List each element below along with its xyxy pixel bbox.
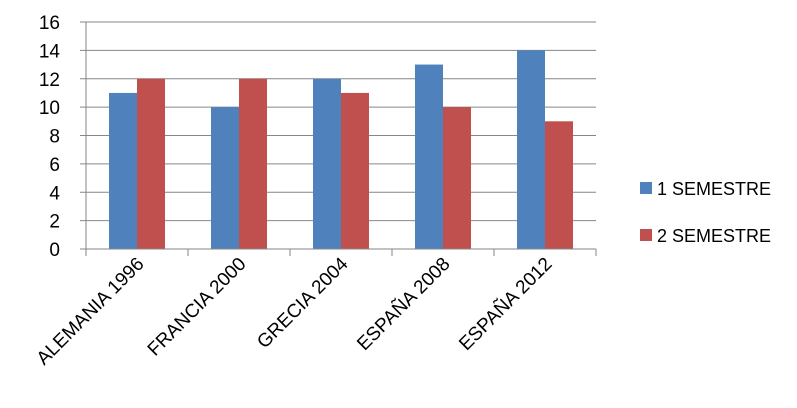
bars bbox=[109, 50, 573, 249]
y-tick-label: 4 bbox=[49, 183, 60, 204]
y-tick-label: 2 bbox=[49, 212, 60, 233]
y-tick-label: 0 bbox=[49, 240, 60, 261]
bar bbox=[517, 50, 545, 249]
y-tick-label: 6 bbox=[49, 155, 60, 176]
legend-swatch bbox=[640, 182, 652, 194]
bar bbox=[341, 92, 369, 249]
bar bbox=[415, 64, 443, 249]
x-tick-label: ALEMANIA 1996 bbox=[33, 254, 149, 370]
x-tick-label: ESPAÑA 2012 bbox=[455, 253, 557, 355]
bar bbox=[109, 92, 137, 249]
y-tick-label: 8 bbox=[49, 127, 60, 148]
bar bbox=[443, 107, 471, 249]
bar bbox=[211, 107, 239, 249]
x-tick-label: ESPAÑA 2008 bbox=[353, 253, 455, 355]
y-tick-label: 14 bbox=[39, 41, 61, 62]
y-tick-label: 10 bbox=[39, 98, 60, 119]
legend-swatch bbox=[640, 229, 652, 241]
y-tick-label: 12 bbox=[39, 70, 60, 91]
legend-label: 1 SEMESTRE bbox=[657, 179, 771, 199]
y-tick-label: 16 bbox=[39, 13, 60, 34]
bar bbox=[313, 78, 341, 249]
bar bbox=[545, 121, 573, 249]
x-tick-label: FRANCIA 2000 bbox=[144, 254, 251, 361]
bar bbox=[137, 78, 165, 249]
y-axis: 0 2 4 6 8 10 12 14 16 bbox=[39, 13, 87, 261]
bar bbox=[239, 78, 267, 249]
legend: 1 SEMESTRE 2 SEMESTRE bbox=[640, 179, 771, 246]
x-tick-label: GRECIA 2004 bbox=[253, 253, 353, 353]
legend-label: 2 SEMESTRE bbox=[657, 226, 771, 246]
